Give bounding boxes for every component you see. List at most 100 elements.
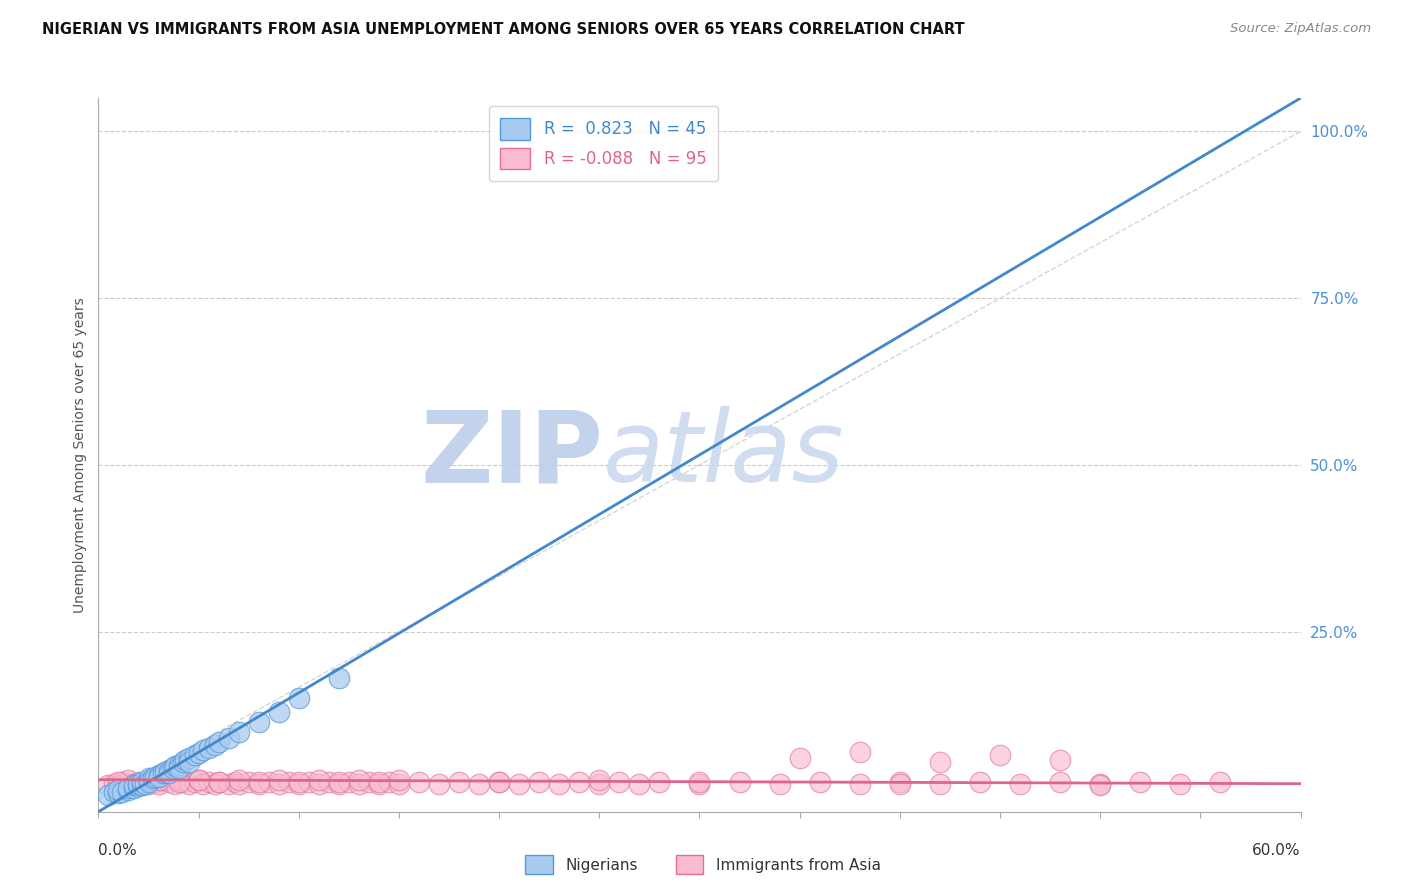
Point: [529, 774, 551, 789]
Point: [789, 751, 811, 765]
Point: [148, 772, 170, 787]
Point: [769, 777, 792, 791]
Point: [167, 758, 190, 772]
Point: [141, 772, 163, 786]
Text: Source: ZipAtlas.com: Source: ZipAtlas.com: [1230, 22, 1371, 36]
Point: [247, 774, 270, 789]
Point: [1049, 774, 1071, 789]
Point: [447, 774, 470, 789]
Point: [228, 772, 250, 787]
Point: [889, 774, 911, 789]
Point: [388, 772, 411, 787]
Point: [167, 774, 190, 789]
Point: [157, 764, 180, 778]
Point: [408, 774, 430, 789]
Point: [173, 753, 195, 767]
Point: [163, 777, 186, 791]
Point: [204, 738, 226, 752]
Text: ZIP: ZIP: [420, 407, 603, 503]
Point: [889, 777, 911, 791]
Point: [277, 774, 299, 789]
Point: [187, 772, 209, 787]
Point: [111, 774, 134, 789]
Point: [1049, 753, 1071, 767]
Point: [177, 755, 200, 769]
Point: [337, 774, 360, 789]
Point: [197, 741, 219, 756]
Point: [204, 777, 226, 791]
Point: [808, 774, 831, 789]
Point: [288, 774, 311, 789]
Point: [288, 777, 311, 791]
Point: [152, 772, 174, 787]
Point: [568, 774, 591, 789]
Point: [929, 777, 952, 791]
Point: [318, 774, 340, 789]
Point: [1088, 777, 1111, 791]
Point: [628, 777, 651, 791]
Point: [969, 774, 991, 789]
Text: 0.0%: 0.0%: [98, 843, 138, 858]
Point: [107, 786, 129, 800]
Point: [427, 777, 450, 791]
Point: [128, 777, 150, 791]
Point: [117, 772, 139, 787]
Point: [117, 781, 139, 796]
Point: [238, 774, 260, 789]
Point: [124, 781, 146, 796]
Point: [163, 759, 186, 773]
Point: [224, 774, 246, 789]
Point: [347, 777, 370, 791]
Point: [328, 774, 350, 789]
Point: [157, 774, 180, 789]
Point: [308, 777, 330, 791]
Text: 60.0%: 60.0%: [1253, 843, 1301, 858]
Point: [267, 777, 290, 791]
Point: [138, 772, 160, 787]
Y-axis label: Unemployment Among Seniors over 65 years: Unemployment Among Seniors over 65 years: [73, 297, 87, 613]
Point: [103, 785, 125, 799]
Point: [208, 734, 231, 748]
Point: [257, 774, 280, 789]
Point: [191, 777, 214, 791]
Point: [488, 774, 510, 789]
Point: [228, 777, 250, 791]
Point: [172, 774, 194, 789]
Point: [97, 778, 120, 792]
Point: [328, 777, 350, 791]
Point: [134, 777, 156, 791]
Point: [138, 777, 160, 791]
Point: [388, 777, 411, 791]
Point: [131, 778, 153, 792]
Point: [124, 778, 146, 792]
Point: [247, 777, 270, 791]
Point: [124, 777, 146, 791]
Point: [689, 774, 711, 789]
Point: [148, 777, 170, 791]
Point: [111, 785, 134, 799]
Point: [468, 777, 491, 791]
Point: [378, 774, 401, 789]
Point: [368, 774, 391, 789]
Point: [849, 745, 872, 759]
Point: [347, 772, 370, 787]
Point: [128, 777, 150, 791]
Point: [208, 774, 231, 789]
Point: [138, 772, 160, 786]
Text: NIGERIAN VS IMMIGRANTS FROM ASIA UNEMPLOYMENT AMONG SENIORS OVER 65 YEARS CORREL: NIGERIAN VS IMMIGRANTS FROM ASIA UNEMPLO…: [42, 22, 965, 37]
Point: [143, 770, 166, 784]
Point: [298, 774, 321, 789]
Point: [162, 761, 184, 775]
Point: [1209, 774, 1232, 789]
Point: [548, 777, 571, 791]
Point: [488, 774, 510, 789]
Point: [103, 777, 125, 791]
Point: [197, 774, 219, 789]
Legend: R =  0.823   N = 45, R = -0.088   N = 95: R = 0.823 N = 45, R = -0.088 N = 95: [489, 106, 718, 181]
Point: [689, 777, 711, 791]
Point: [208, 774, 231, 789]
Point: [308, 772, 330, 787]
Point: [177, 777, 200, 791]
Point: [107, 780, 129, 794]
Point: [1129, 774, 1152, 789]
